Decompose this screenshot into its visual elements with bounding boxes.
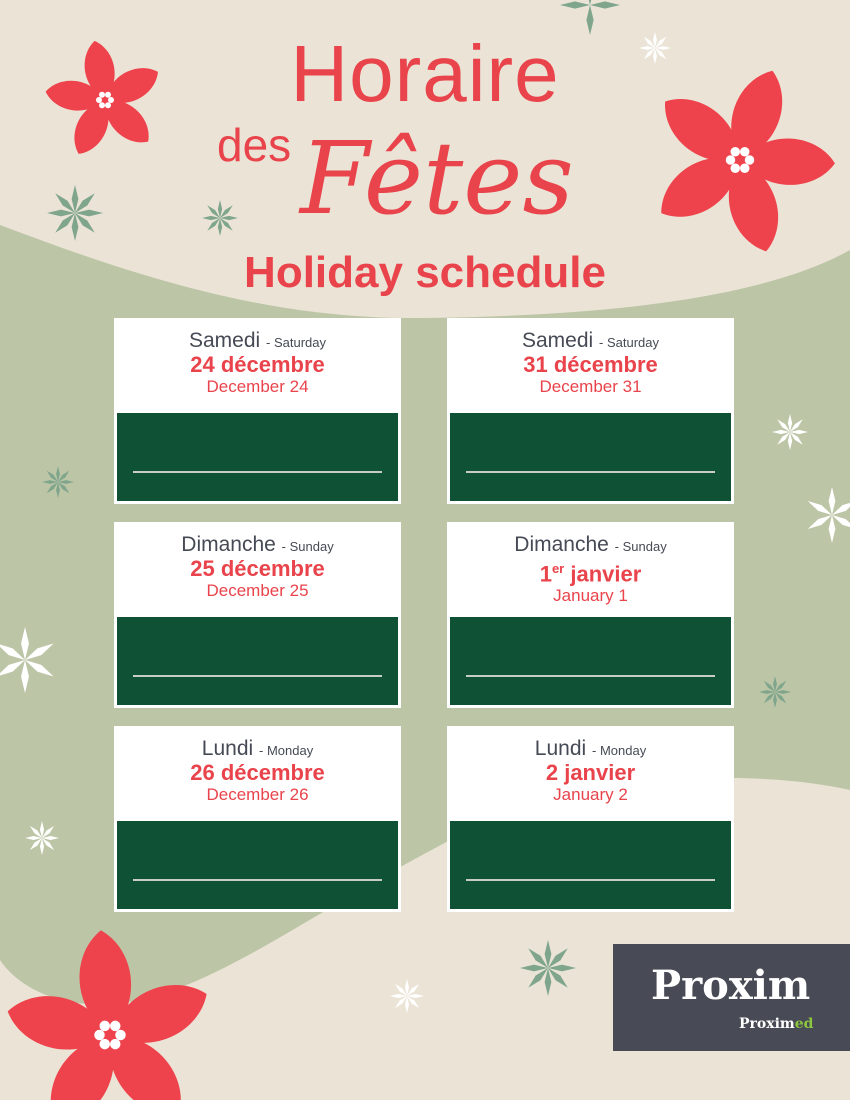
hours-line	[466, 471, 715, 473]
title-des: des	[217, 119, 292, 171]
snowflake-icon	[807, 487, 850, 543]
date-en: January 2	[553, 785, 628, 804]
date-fr: 24 décembre	[190, 352, 325, 377]
hours-panel	[117, 819, 398, 909]
day-label: Lundi - Monday	[201, 737, 314, 760]
hours-panel	[117, 615, 398, 705]
hours-line	[133, 471, 382, 473]
date-en: December 25	[206, 581, 309, 600]
snowflake-icon	[390, 979, 424, 1013]
poinsettia-icon	[661, 70, 835, 252]
hours-panel	[450, 615, 731, 705]
snowflake-icon	[25, 821, 59, 855]
poinsettia-icon	[45, 40, 158, 154]
title-fetes: Fêtes	[300, 120, 574, 237]
date-fr: 25 décembre	[190, 556, 325, 581]
day-label: Dimanche - Sunday	[181, 533, 334, 556]
schedule-card: Dimanche - Sunday 25 décembre December 2…	[114, 522, 401, 708]
date-en: January 1	[553, 586, 628, 606]
schedule-card: Lundi - Monday 2 janvier January 2	[447, 726, 734, 912]
snowflake-icon	[42, 466, 74, 498]
date-fr: 2 janvier	[545, 760, 636, 785]
hours-panel	[450, 819, 731, 909]
hours-panel	[450, 411, 731, 501]
day-label: Samedi - Saturday	[188, 329, 327, 352]
snowflake-icon	[0, 627, 54, 693]
date-fr: 31 décembre	[523, 352, 658, 377]
date-fr: 1er janvier	[539, 561, 642, 587]
proxim-logo: Proxim Proximed	[613, 944, 850, 1051]
title-horaire: Horaire	[290, 29, 560, 118]
hours-line	[466, 879, 715, 881]
hours-panel	[117, 411, 398, 501]
snowflake-icon	[202, 200, 238, 236]
schedule-card: Lundi - Monday 26 décembre December 26	[114, 726, 401, 912]
schedule-card: Samedi - Saturday 31 décembre December 3…	[447, 318, 734, 504]
schedule-card: Samedi - Saturday 24 décembre December 2…	[114, 318, 401, 504]
day-label: Samedi - Saturday	[521, 329, 660, 352]
snowflake-icon	[520, 940, 576, 996]
hours-line	[133, 879, 382, 881]
date-en: December 31	[539, 377, 642, 396]
snowflake-icon	[759, 676, 791, 708]
day-label: Dimanche - Sunday	[514, 533, 667, 556]
hours-line	[133, 675, 382, 677]
date-en: December 24	[206, 377, 309, 396]
schedule-card: Dimanche - Sunday 1er janvier January 1	[447, 522, 734, 708]
snowflake-icon	[47, 185, 103, 241]
subtitle-holiday-schedule: Holiday schedule	[244, 248, 606, 297]
snowflake-icon	[639, 32, 671, 64]
date-en: December 26	[206, 785, 309, 804]
date-fr: 26 décembre	[190, 760, 325, 785]
logo-sub: Proximed	[739, 1016, 814, 1032]
hours-line	[466, 675, 715, 677]
day-label: Lundi - Monday	[534, 737, 647, 760]
poinsettia-icon	[7, 930, 207, 1100]
logo-brand: Proxim	[651, 962, 811, 1009]
snowflake-icon	[772, 414, 808, 450]
